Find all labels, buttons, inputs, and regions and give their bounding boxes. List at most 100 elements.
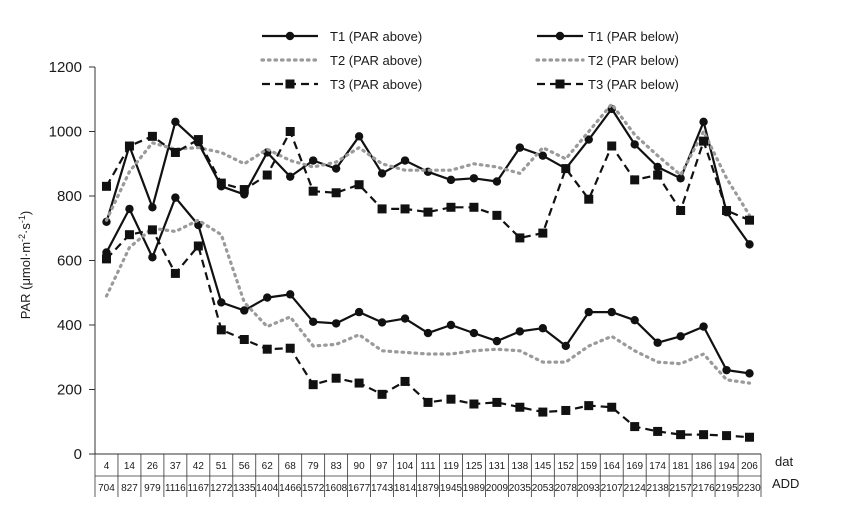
x-tick-label-dat: 138	[512, 461, 529, 472]
x-tick-label-add: 2107	[601, 483, 624, 494]
legend-item: T2 (PAR below)	[535, 53, 679, 68]
x-tick-label-add: 1167	[188, 483, 210, 494]
x-tick-label-add: 2195	[715, 483, 738, 494]
data-point	[124, 141, 134, 151]
data-point	[148, 253, 157, 262]
x-tick-label-dat: 164	[603, 461, 620, 472]
data-point	[446, 320, 456, 330]
data-point	[515, 402, 525, 412]
x-tick-label-add: 2138	[647, 483, 670, 494]
legend-marker	[285, 31, 295, 41]
data-point	[745, 369, 754, 378]
data-point	[538, 228, 548, 238]
data-point	[492, 397, 502, 407]
data-point	[331, 373, 341, 383]
x-tick-label-add: 1814	[394, 483, 417, 494]
series-2	[102, 104, 754, 249]
data-point	[515, 327, 525, 336]
data-point	[354, 378, 364, 388]
x-tick-label-dat: 206	[741, 461, 758, 472]
legend-label: T1 (PAR below)	[588, 29, 679, 44]
x-tick-label-add: 1677	[348, 483, 371, 494]
x-tick-label-dat: 181	[672, 461, 689, 472]
data-point	[217, 298, 226, 307]
x-tick-label-add: 1272	[210, 483, 233, 494]
data-point	[745, 240, 754, 249]
x-tick-label-dat: 111	[420, 461, 436, 472]
data-point	[469, 174, 479, 183]
x-tick-label-add: 704	[98, 483, 115, 494]
data-point	[216, 178, 226, 188]
data-point	[446, 394, 456, 404]
data-point	[676, 430, 686, 440]
x-tick-label-dat: 125	[466, 461, 483, 472]
data-point	[653, 162, 662, 172]
data-point	[354, 180, 364, 190]
data-point	[377, 389, 387, 399]
data-point	[308, 156, 318, 165]
x-tick-label-add: 979	[144, 483, 161, 494]
data-point	[446, 202, 456, 212]
y-tick-label: 0	[74, 446, 82, 463]
x-tick-label-dat: 194	[718, 461, 735, 472]
data-point	[308, 380, 318, 390]
data-point	[331, 164, 341, 173]
x-tick-label-dat: 4	[104, 461, 110, 472]
y-tick-label: 800	[57, 188, 82, 205]
data-point	[262, 344, 272, 354]
data-point	[515, 143, 525, 152]
data-point	[699, 430, 709, 440]
x-tick-label-dat: 186	[695, 461, 712, 472]
x-tick-label-add: 2176	[692, 483, 715, 494]
data-point	[216, 325, 226, 335]
series-line	[104, 218, 752, 385]
data-point	[630, 422, 640, 432]
data-point	[469, 399, 479, 409]
x-tick-label-add: 1404	[256, 483, 279, 494]
legend-item: T1 (PAR below)	[537, 29, 679, 44]
data-point	[653, 338, 662, 347]
data-point	[630, 315, 639, 325]
data-point	[400, 376, 410, 386]
data-point	[676, 206, 686, 216]
data-point	[699, 117, 708, 127]
data-point	[538, 151, 548, 160]
y-axis: 0 200 400 600 800 1000 1200	[49, 59, 96, 463]
x-tick-label-dat: 90	[354, 461, 366, 472]
data-point	[653, 426, 663, 436]
data-point	[286, 172, 295, 181]
data-point	[630, 140, 639, 149]
data-point	[240, 306, 249, 315]
data-point	[423, 397, 433, 407]
data-point	[722, 431, 732, 441]
x-tick-label-add: 2009	[486, 483, 509, 494]
data-point	[354, 132, 364, 141]
x-tick-label-dat: 26	[147, 461, 159, 472]
data-point	[285, 127, 295, 136]
data-point	[331, 188, 341, 198]
x-tick-label-dat: 174	[649, 461, 666, 472]
plot-area	[101, 102, 755, 442]
series-5	[101, 225, 755, 442]
data-point	[699, 322, 708, 331]
x-tick-label-add: 827	[121, 483, 138, 494]
data-point	[148, 203, 157, 212]
y-tick-label: 1200	[49, 59, 82, 76]
data-point	[584, 194, 594, 204]
series-4	[104, 102, 752, 222]
x-tick-label-dat: 42	[193, 461, 205, 472]
data-point	[400, 204, 410, 214]
data-point	[308, 317, 318, 326]
x-tick-label-dat: 56	[239, 461, 251, 472]
data-point	[171, 193, 180, 202]
legend-marker	[285, 79, 295, 89]
x-tick-label-dat: 119	[443, 461, 459, 472]
data-point	[286, 290, 295, 299]
data-point	[584, 135, 593, 144]
x-tick-label-add: 1466	[279, 483, 302, 494]
legend-label: T1 (PAR above)	[330, 29, 422, 44]
data-point	[170, 147, 180, 157]
x-tick-label-add: 1945	[440, 483, 463, 494]
series-line	[104, 102, 752, 222]
series-6	[101, 127, 755, 243]
